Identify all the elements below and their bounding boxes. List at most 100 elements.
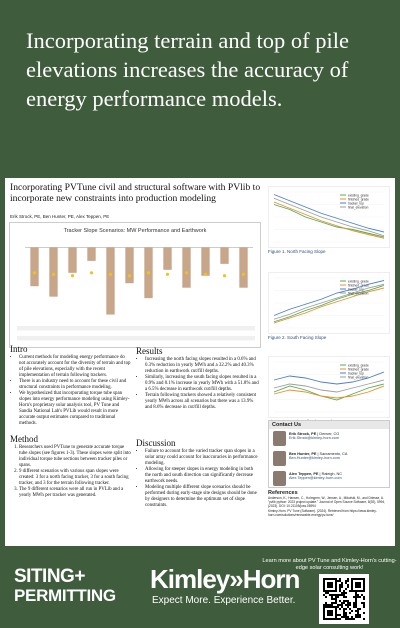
qr-module [357, 586, 359, 588]
qr-module [363, 604, 365, 606]
qr-module [331, 598, 333, 600]
reference: Anderson, K., Hansen, C., Holmgren, W., … [268, 496, 386, 508]
qr-module [323, 590, 325, 592]
qr-module [347, 586, 349, 588]
legend-label: final_elevation [348, 291, 369, 295]
qr-module [331, 612, 333, 614]
qr-module [343, 614, 345, 616]
bar [201, 247, 210, 276]
qr-module [341, 586, 343, 588]
authors: Erik Strock, PE, Ben Hunter, PE, Alex Te… [10, 214, 110, 219]
reference: Kimley-Horn. PV Tune (Software). (2024).… [268, 508, 377, 517]
qr-module [339, 588, 341, 590]
qr-module [349, 618, 351, 620]
qr-module [355, 584, 357, 586]
qr-module [345, 596, 347, 598]
contact-person: Erik Strock, PE | Denver, CO Erik.Strock@… [269, 429, 389, 449]
qr-module [337, 604, 339, 606]
bar [68, 247, 77, 273]
qr-module [331, 614, 333, 616]
qr-module [343, 608, 345, 610]
list-item: Similarly, increasing the south facing s… [145, 375, 260, 393]
qr-module [325, 618, 327, 620]
dot [108, 272, 113, 276]
qr-module [359, 584, 361, 586]
heading: Intro [10, 344, 28, 354]
poster-title: Incorporating terrain and top of pile el… [26, 28, 350, 111]
line-chart: existing_gradefinished_gradetracker_topf… [268, 186, 390, 248]
qr-module [323, 584, 325, 586]
qr-module [363, 598, 365, 600]
qr-module [333, 590, 335, 592]
dot [51, 272, 56, 276]
qr-module [363, 618, 365, 620]
qr-module [333, 598, 335, 600]
qr-module [323, 612, 325, 614]
qr-module [355, 610, 357, 612]
qr-module [335, 600, 337, 602]
qr-module [331, 604, 333, 606]
heading: Results [136, 346, 163, 356]
qr-module [347, 616, 349, 618]
table-row [17, 336, 255, 341]
qr-module [345, 612, 347, 614]
qr-module [339, 590, 341, 592]
qr-module [333, 606, 335, 608]
qr-module [357, 584, 359, 586]
qr-module [325, 590, 327, 592]
qr-module [345, 608, 347, 610]
legend-label: final_elevation [348, 375, 369, 379]
person-name: Ben Hunter, PE [289, 452, 317, 456]
legend-label: finished_grade [348, 367, 369, 371]
qr-module [341, 592, 343, 594]
qr-module [329, 606, 331, 608]
bar [106, 247, 115, 315]
qr-module [327, 610, 329, 612]
qr-module [343, 592, 345, 594]
qr-code[interactable] [319, 574, 369, 624]
chart-title: Tracker Slope Scenarios: MW Performance … [64, 228, 207, 234]
qr-module [353, 590, 355, 592]
qr-module [363, 580, 365, 582]
legend-label: final_elevation [348, 205, 369, 209]
qr-module [323, 606, 325, 608]
bullet-list: Failure to account for the varied tracke… [136, 449, 260, 509]
list-item: Terrain following trackers showed a rela… [145, 393, 260, 411]
qr-module [335, 614, 337, 616]
qr-module [327, 614, 329, 616]
qr-module [325, 592, 327, 594]
dot [222, 274, 227, 278]
legend-label: finished_grade [348, 197, 369, 201]
qr-module [341, 594, 343, 596]
qr-module [355, 598, 357, 600]
qr-module [363, 582, 365, 584]
qr-module [347, 578, 349, 580]
dot [32, 271, 37, 275]
qr-module [335, 590, 337, 592]
qr-module [327, 590, 329, 592]
heading: Discussion [136, 438, 176, 448]
qr-module [345, 600, 347, 602]
qr-module [363, 590, 365, 592]
qr-module [339, 614, 341, 616]
person-email: Alex.Teppen@kimley-horn.com [289, 476, 342, 480]
list-item: Modeling multiple different slope scenar… [145, 485, 260, 509]
qr-module [355, 614, 357, 616]
series-line [273, 201, 385, 239]
qr-module [355, 592, 357, 594]
qr-module [341, 584, 343, 586]
step-list: Researchers used PVTune to generate accu… [10, 445, 132, 499]
qr-module [323, 614, 325, 616]
qr-module [359, 616, 361, 618]
qr-module [349, 602, 351, 604]
series-line [273, 383, 385, 401]
bar [182, 247, 191, 288]
bar [220, 247, 229, 264]
qr-module [351, 610, 353, 612]
qr-module [331, 602, 333, 604]
bar [125, 247, 134, 284]
series-line [273, 379, 385, 393]
qr-module [331, 578, 333, 580]
qr-module [357, 614, 359, 616]
person-email: Erik.Strock@kimley-horn.com [289, 436, 340, 440]
